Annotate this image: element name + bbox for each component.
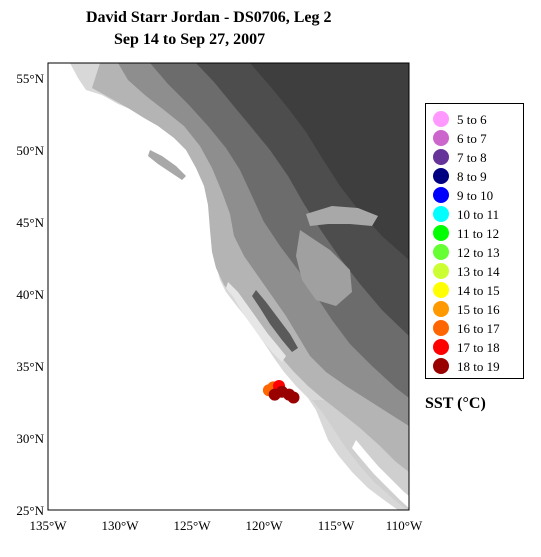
legend-item: 8 to 9 [426,168,523,186]
legend-color-swatch [433,263,449,279]
legend-color-swatch [433,358,449,374]
lon-tick-label: 125°W [174,518,212,533]
station-marker [287,391,300,404]
legend-color-swatch [433,111,449,127]
legend-color-swatch [433,149,449,165]
legend-item: 11 to 12 [426,225,523,243]
longitude-axis: 135°W 130°W 125°W 120°W 115°W 110°W [30,518,423,533]
lat-tick-label: 45°N [16,215,44,230]
lon-tick-label: 110°W [386,518,423,533]
legend-color-swatch [433,282,449,298]
legend-color-swatch [433,320,449,336]
legend-item-label: 11 to 12 [457,226,500,241]
legend-item-label: 15 to 16 [457,302,500,317]
lat-tick-label: 25°N [16,503,44,518]
legend-item-label: 9 to 10 [457,188,494,203]
map-area [48,63,409,510]
legend-item: 15 to 16 [426,301,523,319]
rockies-ridge [250,63,409,260]
legend-item: 7 to 8 [426,149,523,167]
legend-item: 14 to 15 [426,282,523,300]
lon-tick-label: 135°W [30,518,68,533]
legend-item: 9 to 10 [426,187,523,205]
gulf-of-california [352,440,409,508]
legend-color-swatch [433,130,449,146]
lat-tick-label: 40°N [16,287,44,302]
legend-item-label: 6 to 7 [457,131,487,146]
lat-tick-label: 30°N [16,431,44,446]
map-frame [47,62,410,511]
station-markers [262,380,300,404]
sierra-nevada [252,290,298,352]
latitude-axis: 25°N 30°N 35°N 40°N 45°N 50°N 55°N [16,71,44,518]
legend-item-label: 16 to 17 [457,321,500,336]
legend-item: 17 to 18 [426,339,523,357]
map-title: David Starr Jordan - DS0706, Leg 2 [86,9,332,26]
legend-color-swatch [433,168,449,184]
legend-color-swatch [433,187,449,203]
legend-item: 5 to 6 [426,111,523,129]
legend-item-label: 17 to 18 [457,340,500,355]
legend-unit-label: SST (°C) [425,395,486,412]
legend-item-label: 7 to 8 [457,150,487,165]
legend-item-label: 8 to 9 [457,169,487,184]
legend-color-swatch [433,206,449,222]
legend-item: 16 to 17 [426,320,523,338]
lat-tick-label: 50°N [16,143,44,158]
legend-item-label: 12 to 13 [457,245,500,260]
great-basin [296,230,352,306]
legend-item: 10 to 11 [426,206,523,224]
snake-plain [306,206,378,226]
lon-tick-label: 120°W [246,518,284,533]
legend-item-label: 10 to 11 [457,207,500,222]
legend-item: 12 to 13 [426,244,523,262]
lat-tick-label: 55°N [16,71,44,86]
legend-color-swatch [433,301,449,317]
legend-item-label: 18 to 19 [457,359,500,374]
map-date-range: Sep 14 to Sep 27, 2007 [114,31,266,48]
legend-item-label: 5 to 6 [457,112,487,127]
sst-legend: 5 to 6 6 to 7 7 to 8 8 to 9 9 to 10 10 t… [425,103,524,379]
lon-tick-label: 115°W [318,518,355,533]
vancouver-island [148,150,186,180]
legend-item: 6 to 7 [426,130,523,148]
legend-color-swatch [433,244,449,260]
central-valley [226,282,286,362]
legend-color-swatch [433,339,449,355]
legend-item: 18 to 19 [426,358,523,376]
legend-item: 13 to 14 [426,263,523,281]
lon-tick-label: 130°W [102,518,140,533]
legend-item-label: 14 to 15 [457,283,500,298]
legend-color-swatch [433,225,449,241]
lat-tick-label: 35°N [16,359,44,374]
legend-item-label: 13 to 14 [457,264,500,279]
